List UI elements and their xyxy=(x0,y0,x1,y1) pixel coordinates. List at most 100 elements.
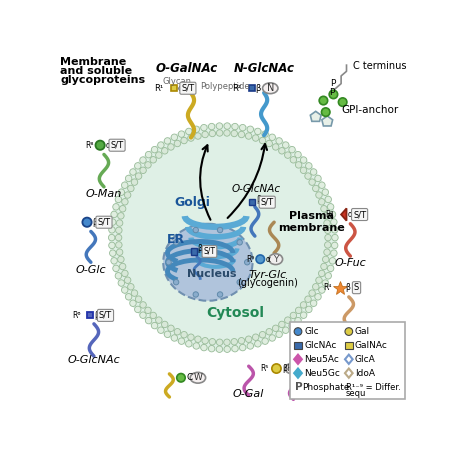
Circle shape xyxy=(193,126,199,133)
Circle shape xyxy=(151,146,158,153)
Circle shape xyxy=(140,167,146,173)
Circle shape xyxy=(116,227,122,234)
Circle shape xyxy=(188,135,194,141)
Circle shape xyxy=(109,124,337,352)
Bar xyxy=(345,342,353,349)
Circle shape xyxy=(345,328,353,335)
Circle shape xyxy=(276,331,282,337)
Circle shape xyxy=(166,260,171,265)
Bar xyxy=(249,85,255,92)
Text: ER: ER xyxy=(167,233,185,246)
Circle shape xyxy=(313,284,319,290)
Circle shape xyxy=(158,327,164,333)
Circle shape xyxy=(324,220,330,226)
Circle shape xyxy=(125,277,131,284)
Circle shape xyxy=(266,328,272,335)
Circle shape xyxy=(171,134,178,140)
Text: α: α xyxy=(348,210,353,219)
Circle shape xyxy=(162,321,168,328)
Ellipse shape xyxy=(263,83,278,94)
Circle shape xyxy=(325,234,331,241)
Circle shape xyxy=(305,173,311,179)
Text: (glycogenin): (glycogenin) xyxy=(237,278,299,288)
Circle shape xyxy=(321,263,327,270)
Circle shape xyxy=(164,331,171,337)
Circle shape xyxy=(284,317,291,323)
Text: Polypeptide: Polypeptide xyxy=(200,82,250,91)
Text: (proteoglycan): (proteoglycan) xyxy=(313,336,385,346)
Circle shape xyxy=(116,234,122,241)
Circle shape xyxy=(158,142,164,148)
Circle shape xyxy=(329,211,336,217)
Text: Nucleus: Nucleus xyxy=(187,269,236,279)
Circle shape xyxy=(113,265,119,272)
Text: C: C xyxy=(186,373,193,382)
Circle shape xyxy=(174,328,181,335)
Text: S/T: S/T xyxy=(97,218,111,226)
Circle shape xyxy=(240,344,246,351)
Circle shape xyxy=(217,292,223,297)
Text: GlcNAc: GlcNAc xyxy=(304,341,337,350)
Bar xyxy=(171,85,177,92)
Circle shape xyxy=(177,374,185,382)
Circle shape xyxy=(272,325,279,332)
Text: N: N xyxy=(266,83,274,93)
Text: β: β xyxy=(197,245,202,254)
Text: R³: R³ xyxy=(326,210,334,219)
Circle shape xyxy=(259,332,266,338)
Bar xyxy=(87,312,93,318)
Circle shape xyxy=(217,130,223,136)
Circle shape xyxy=(231,130,237,137)
Circle shape xyxy=(113,203,119,210)
Circle shape xyxy=(237,280,242,285)
Circle shape xyxy=(283,327,289,333)
Circle shape xyxy=(272,364,281,373)
Circle shape xyxy=(262,131,268,137)
Circle shape xyxy=(325,196,332,202)
Circle shape xyxy=(193,227,198,233)
Text: β: β xyxy=(282,364,287,373)
Circle shape xyxy=(329,90,337,99)
Text: S/T: S/T xyxy=(203,247,216,256)
Circle shape xyxy=(130,300,136,307)
Circle shape xyxy=(173,240,179,245)
Polygon shape xyxy=(322,116,333,126)
Text: O-Man: O-Man xyxy=(86,189,122,199)
Circle shape xyxy=(168,325,174,332)
Text: P: P xyxy=(330,79,336,88)
Polygon shape xyxy=(345,369,353,378)
Circle shape xyxy=(338,98,347,106)
Circle shape xyxy=(217,227,223,233)
Circle shape xyxy=(118,189,125,195)
Circle shape xyxy=(289,146,295,153)
Circle shape xyxy=(232,123,238,130)
Circle shape xyxy=(118,212,124,219)
Text: S/T: S/T xyxy=(111,141,124,150)
Bar xyxy=(294,342,302,349)
Polygon shape xyxy=(294,369,302,378)
Circle shape xyxy=(135,306,141,313)
Circle shape xyxy=(245,260,250,265)
Text: β: β xyxy=(346,283,351,292)
Circle shape xyxy=(310,300,317,307)
Circle shape xyxy=(140,302,146,308)
Circle shape xyxy=(118,256,124,263)
Text: O-GalNAc: O-GalNAc xyxy=(156,62,218,75)
Circle shape xyxy=(111,258,117,264)
Circle shape xyxy=(247,126,254,133)
Circle shape xyxy=(121,287,128,293)
Circle shape xyxy=(252,135,259,141)
Circle shape xyxy=(224,346,231,352)
Circle shape xyxy=(224,339,230,346)
Circle shape xyxy=(195,133,201,139)
Circle shape xyxy=(140,157,146,163)
Text: P: P xyxy=(330,88,335,97)
Circle shape xyxy=(155,317,162,323)
Circle shape xyxy=(125,175,132,182)
Circle shape xyxy=(224,130,230,136)
Text: S/T: S/T xyxy=(260,198,274,207)
Text: O-GlcNAc: O-GlcNAc xyxy=(232,184,281,194)
Circle shape xyxy=(331,250,337,256)
Circle shape xyxy=(316,277,322,284)
Circle shape xyxy=(202,337,208,344)
